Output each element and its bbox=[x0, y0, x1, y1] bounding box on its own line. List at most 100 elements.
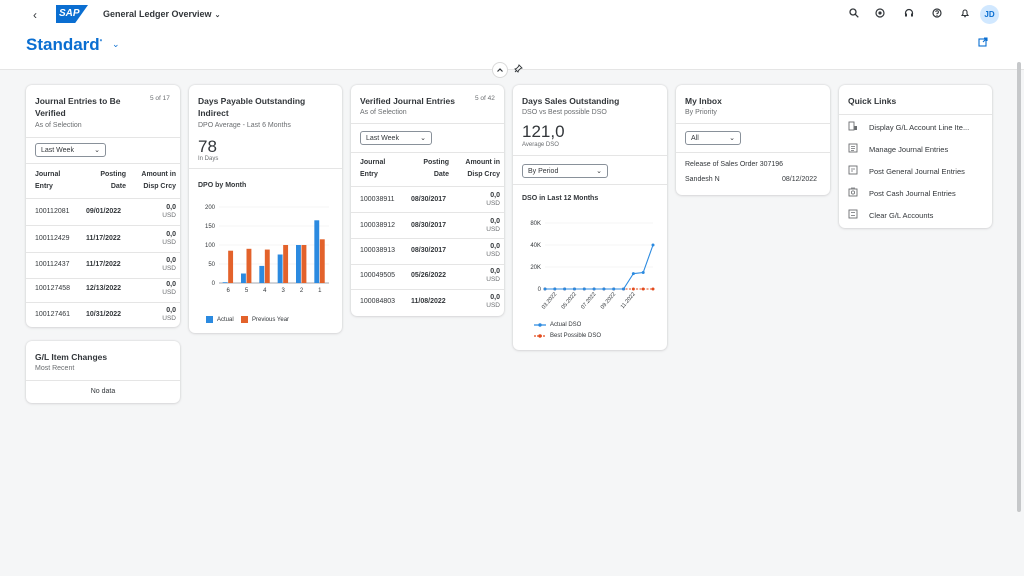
data-point-best-possible-dso bbox=[641, 287, 645, 291]
bar-previous-year bbox=[301, 245, 307, 283]
app-title-menu[interactable]: General Ledger Overview ⌄ bbox=[103, 9, 220, 19]
data-point-actual-dso bbox=[641, 271, 645, 274]
divider bbox=[26, 252, 180, 253]
divider bbox=[676, 152, 830, 153]
divider bbox=[351, 238, 504, 239]
legend-label: Best Possible DSO bbox=[550, 333, 602, 339]
legend-label: Actual bbox=[217, 316, 234, 323]
card-subtitle: DSO vs Best possible DSO bbox=[522, 109, 607, 116]
divider bbox=[676, 123, 830, 124]
page-header: Standard* ⌄ bbox=[0, 30, 1024, 70]
amount: 0,0 bbox=[166, 204, 176, 211]
currency: USD bbox=[486, 251, 500, 258]
quick-link-manage-journal-entries[interactable]: Manage Journal Entries bbox=[847, 140, 992, 158]
period-filter-select[interactable]: By Period ⌄ bbox=[522, 164, 608, 178]
kpi-unit: Average DSO bbox=[522, 142, 559, 148]
dpo-card[interactable]: Days Payable Outstanding Indirect DPO Av… bbox=[189, 85, 342, 333]
back-button[interactable]: ‹ bbox=[33, 8, 37, 22]
share-icon[interactable] bbox=[978, 37, 990, 49]
quick-link-label: Display G/L Account Line Ite... bbox=[869, 122, 970, 132]
journal-entry-id: 100038912 bbox=[360, 222, 396, 229]
x-tick-label: 11.2022 bbox=[620, 291, 637, 310]
app-title: General Ledger Overview bbox=[103, 9, 212, 19]
data-point-actual-dso bbox=[651, 243, 655, 247]
dso-line-chart: 80K 40K 20K 003.2022 05.2022 07.2022 09.2022 11… bbox=[530, 221, 655, 311]
posting-date: 05/26/2022 bbox=[411, 272, 447, 279]
collapse-header-button[interactable] bbox=[492, 62, 508, 78]
y-tick-label: 80K bbox=[530, 221, 541, 227]
legend-item-best-possible-dso: Best Possible DSO bbox=[534, 333, 601, 339]
legend-label: Actual DSO bbox=[550, 322, 582, 328]
card-title: My Inbox bbox=[685, 96, 722, 106]
amount: 0,0 bbox=[166, 307, 176, 314]
help-icon[interactable] bbox=[930, 8, 944, 22]
quick-link-display-gl-line-items[interactable]: Display G/L Account Line Ite... bbox=[847, 118, 992, 136]
legend-swatch bbox=[534, 334, 546, 338]
period-filter-select[interactable]: Last Week ⌄ bbox=[360, 131, 432, 145]
bar-previous-year bbox=[283, 245, 289, 283]
dso-card[interactable]: Days Sales Outstanding DSO vs Best possi… bbox=[513, 85, 667, 350]
x-tick-label: 6 bbox=[226, 288, 230, 294]
x-tick-label: 5 bbox=[245, 288, 249, 294]
currency: USD bbox=[162, 212, 176, 219]
posting-date: 08/30/2017 bbox=[411, 196, 447, 203]
data-point-actual-dso bbox=[553, 287, 557, 291]
filter-value: Last Week bbox=[366, 135, 399, 142]
journal-entries-card[interactable]: Journal Entries to Be Verified 5 of 17 A… bbox=[26, 85, 180, 327]
gl-item-changes-card[interactable]: G/L Item Changes Most Recent No data bbox=[26, 341, 180, 403]
search-icon[interactable] bbox=[847, 8, 861, 22]
x-tick-label: 4 bbox=[263, 288, 267, 294]
card-title: Verified Journal Entries bbox=[360, 96, 455, 106]
bar-actual bbox=[259, 265, 265, 283]
card-title: Quick Links bbox=[848, 96, 897, 106]
headset-icon[interactable] bbox=[902, 8, 916, 22]
quick-link-post-cash-journal-entries[interactable]: Post Cash Journal Entries bbox=[847, 184, 992, 202]
x-tick-label: 2 bbox=[300, 288, 304, 294]
quick-link-post-general-journal-entries[interactable]: Post General Journal Entries bbox=[847, 162, 992, 180]
chart-title: DPO by Month bbox=[198, 182, 247, 189]
quick-link-clear-gl-accounts[interactable]: Clear G/L Accounts bbox=[847, 206, 992, 224]
x-tick-label: 03.2022 bbox=[541, 291, 558, 310]
divider bbox=[513, 155, 667, 156]
bell-icon[interactable] bbox=[958, 8, 972, 22]
posting-date: 10/31/2022 bbox=[86, 311, 122, 318]
quick-link-label: Post General Journal Entries bbox=[869, 166, 965, 176]
variant-title[interactable]: Standard* bbox=[26, 35, 102, 55]
data-point-actual-dso bbox=[582, 287, 586, 291]
card-subtitle: By Priority bbox=[685, 109, 717, 116]
legend-swatch bbox=[534, 323, 546, 327]
my-inbox-card[interactable]: My Inbox By Priority All ⌄ Release of Sal… bbox=[676, 85, 830, 195]
clear-icon bbox=[847, 209, 859, 221]
quick-links-card[interactable]: Quick Links Display G/L Account Line Ite… bbox=[839, 85, 992, 228]
legend-swatch bbox=[206, 316, 213, 323]
pin-header-icon[interactable] bbox=[511, 63, 525, 77]
page-scrollbar[interactable] bbox=[1017, 62, 1021, 512]
variant-chevron-icon[interactable]: ⌄ bbox=[112, 39, 120, 49]
currency: USD bbox=[486, 226, 500, 233]
posting-date: 08/30/2017 bbox=[411, 222, 447, 229]
divider bbox=[351, 212, 504, 213]
priority-filter-select[interactable]: All ⌄ bbox=[685, 131, 741, 145]
journal-entry-id: 100084803 bbox=[360, 298, 396, 305]
period-filter-select[interactable]: Last Week ⌄ bbox=[35, 143, 106, 157]
filter-value: All bbox=[691, 135, 699, 142]
data-point-actual-dso bbox=[572, 287, 576, 291]
posting-date: 11/17/2022 bbox=[86, 235, 121, 242]
y-tick-label: 0 bbox=[538, 287, 542, 293]
x-tick-label: 3 bbox=[281, 288, 285, 294]
journal-entry-id: 100038913 bbox=[360, 247, 396, 254]
amount: 0,0 bbox=[166, 257, 176, 264]
posting-date: 11/08/2022 bbox=[411, 298, 446, 305]
amount: 0,0 bbox=[490, 268, 500, 275]
currency: USD bbox=[486, 302, 500, 309]
user-avatar[interactable]: JD bbox=[980, 5, 999, 24]
card-subtitle: As of Selection bbox=[35, 122, 82, 129]
copilot-icon[interactable] bbox=[873, 8, 887, 22]
divider bbox=[26, 225, 180, 226]
data-point-best-possible-dso bbox=[631, 287, 635, 291]
kpi-unit: In Days bbox=[198, 156, 219, 162]
legend-item-actual-dso: Actual DSO bbox=[534, 322, 581, 328]
verified-journal-entries-card[interactable]: Verified Journal Entries 5 of 42 As of S… bbox=[351, 85, 504, 316]
journal-entry-id: 100112437 bbox=[35, 261, 70, 268]
sap-logo[interactable]: SAP bbox=[56, 5, 88, 23]
